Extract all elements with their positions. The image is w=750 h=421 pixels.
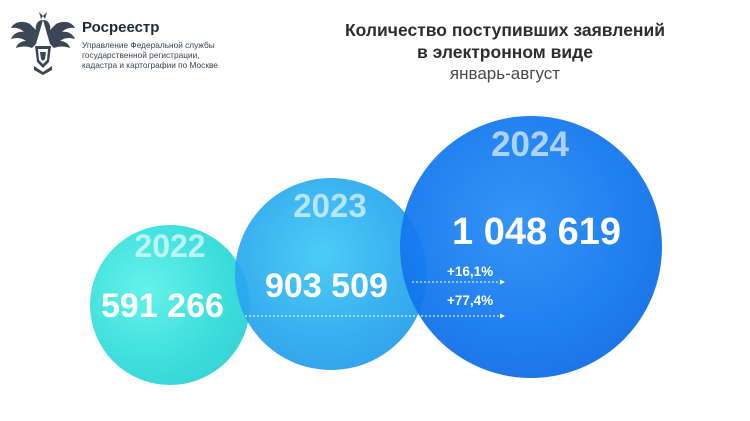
year-label-2024: 2024 bbox=[491, 125, 569, 164]
bubble-2022 bbox=[90, 225, 250, 385]
value-label-2023: 903 509 bbox=[265, 267, 388, 305]
bubble-2024 bbox=[400, 116, 662, 378]
value-label-2024: 1 048 619 bbox=[452, 211, 622, 253]
growth-label-2022-2024: +77,4% bbox=[447, 293, 494, 308]
org-subtitle: Управление Федеральной службы государств… bbox=[82, 40, 218, 70]
growth-label-2023-2024: +16,1% bbox=[447, 264, 494, 279]
bubble-2023 bbox=[235, 178, 427, 370]
chart-title: Количество поступивших заявлений в элект… bbox=[344, 20, 666, 62]
value-label-2022: 591 266 bbox=[101, 287, 224, 325]
rosreestr-eagle-logo-icon bbox=[11, 12, 75, 75]
year-label-2023: 2023 bbox=[293, 187, 367, 224]
org-name: Росреестр bbox=[82, 19, 160, 36]
year-label-2022: 2022 bbox=[134, 228, 206, 264]
chart-period: январь-август bbox=[449, 64, 561, 83]
